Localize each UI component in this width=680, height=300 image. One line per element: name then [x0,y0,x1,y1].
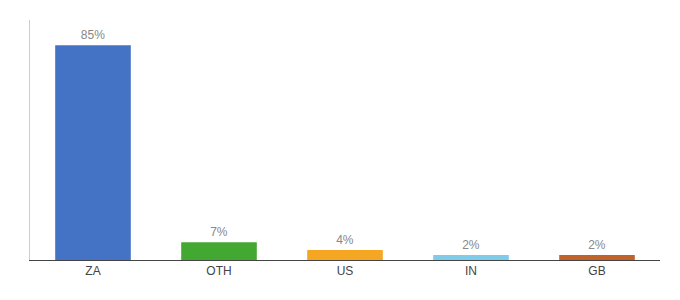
svg-text:IN: IN [465,264,477,278]
svg-text:OTH: OTH [206,264,231,278]
svg-text:US: US [337,264,354,278]
svg-text:2%: 2% [588,238,606,252]
svg-text:ZA: ZA [85,264,100,278]
svg-text:4%: 4% [336,233,354,247]
svg-text:7%: 7% [210,225,228,239]
svg-text:GB: GB [588,264,605,278]
svg-text:85%: 85% [81,28,105,42]
svg-text:2%: 2% [462,238,480,252]
